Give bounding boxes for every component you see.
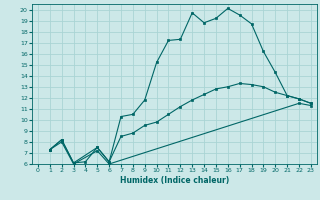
X-axis label: Humidex (Indice chaleur): Humidex (Indice chaleur) <box>120 176 229 185</box>
